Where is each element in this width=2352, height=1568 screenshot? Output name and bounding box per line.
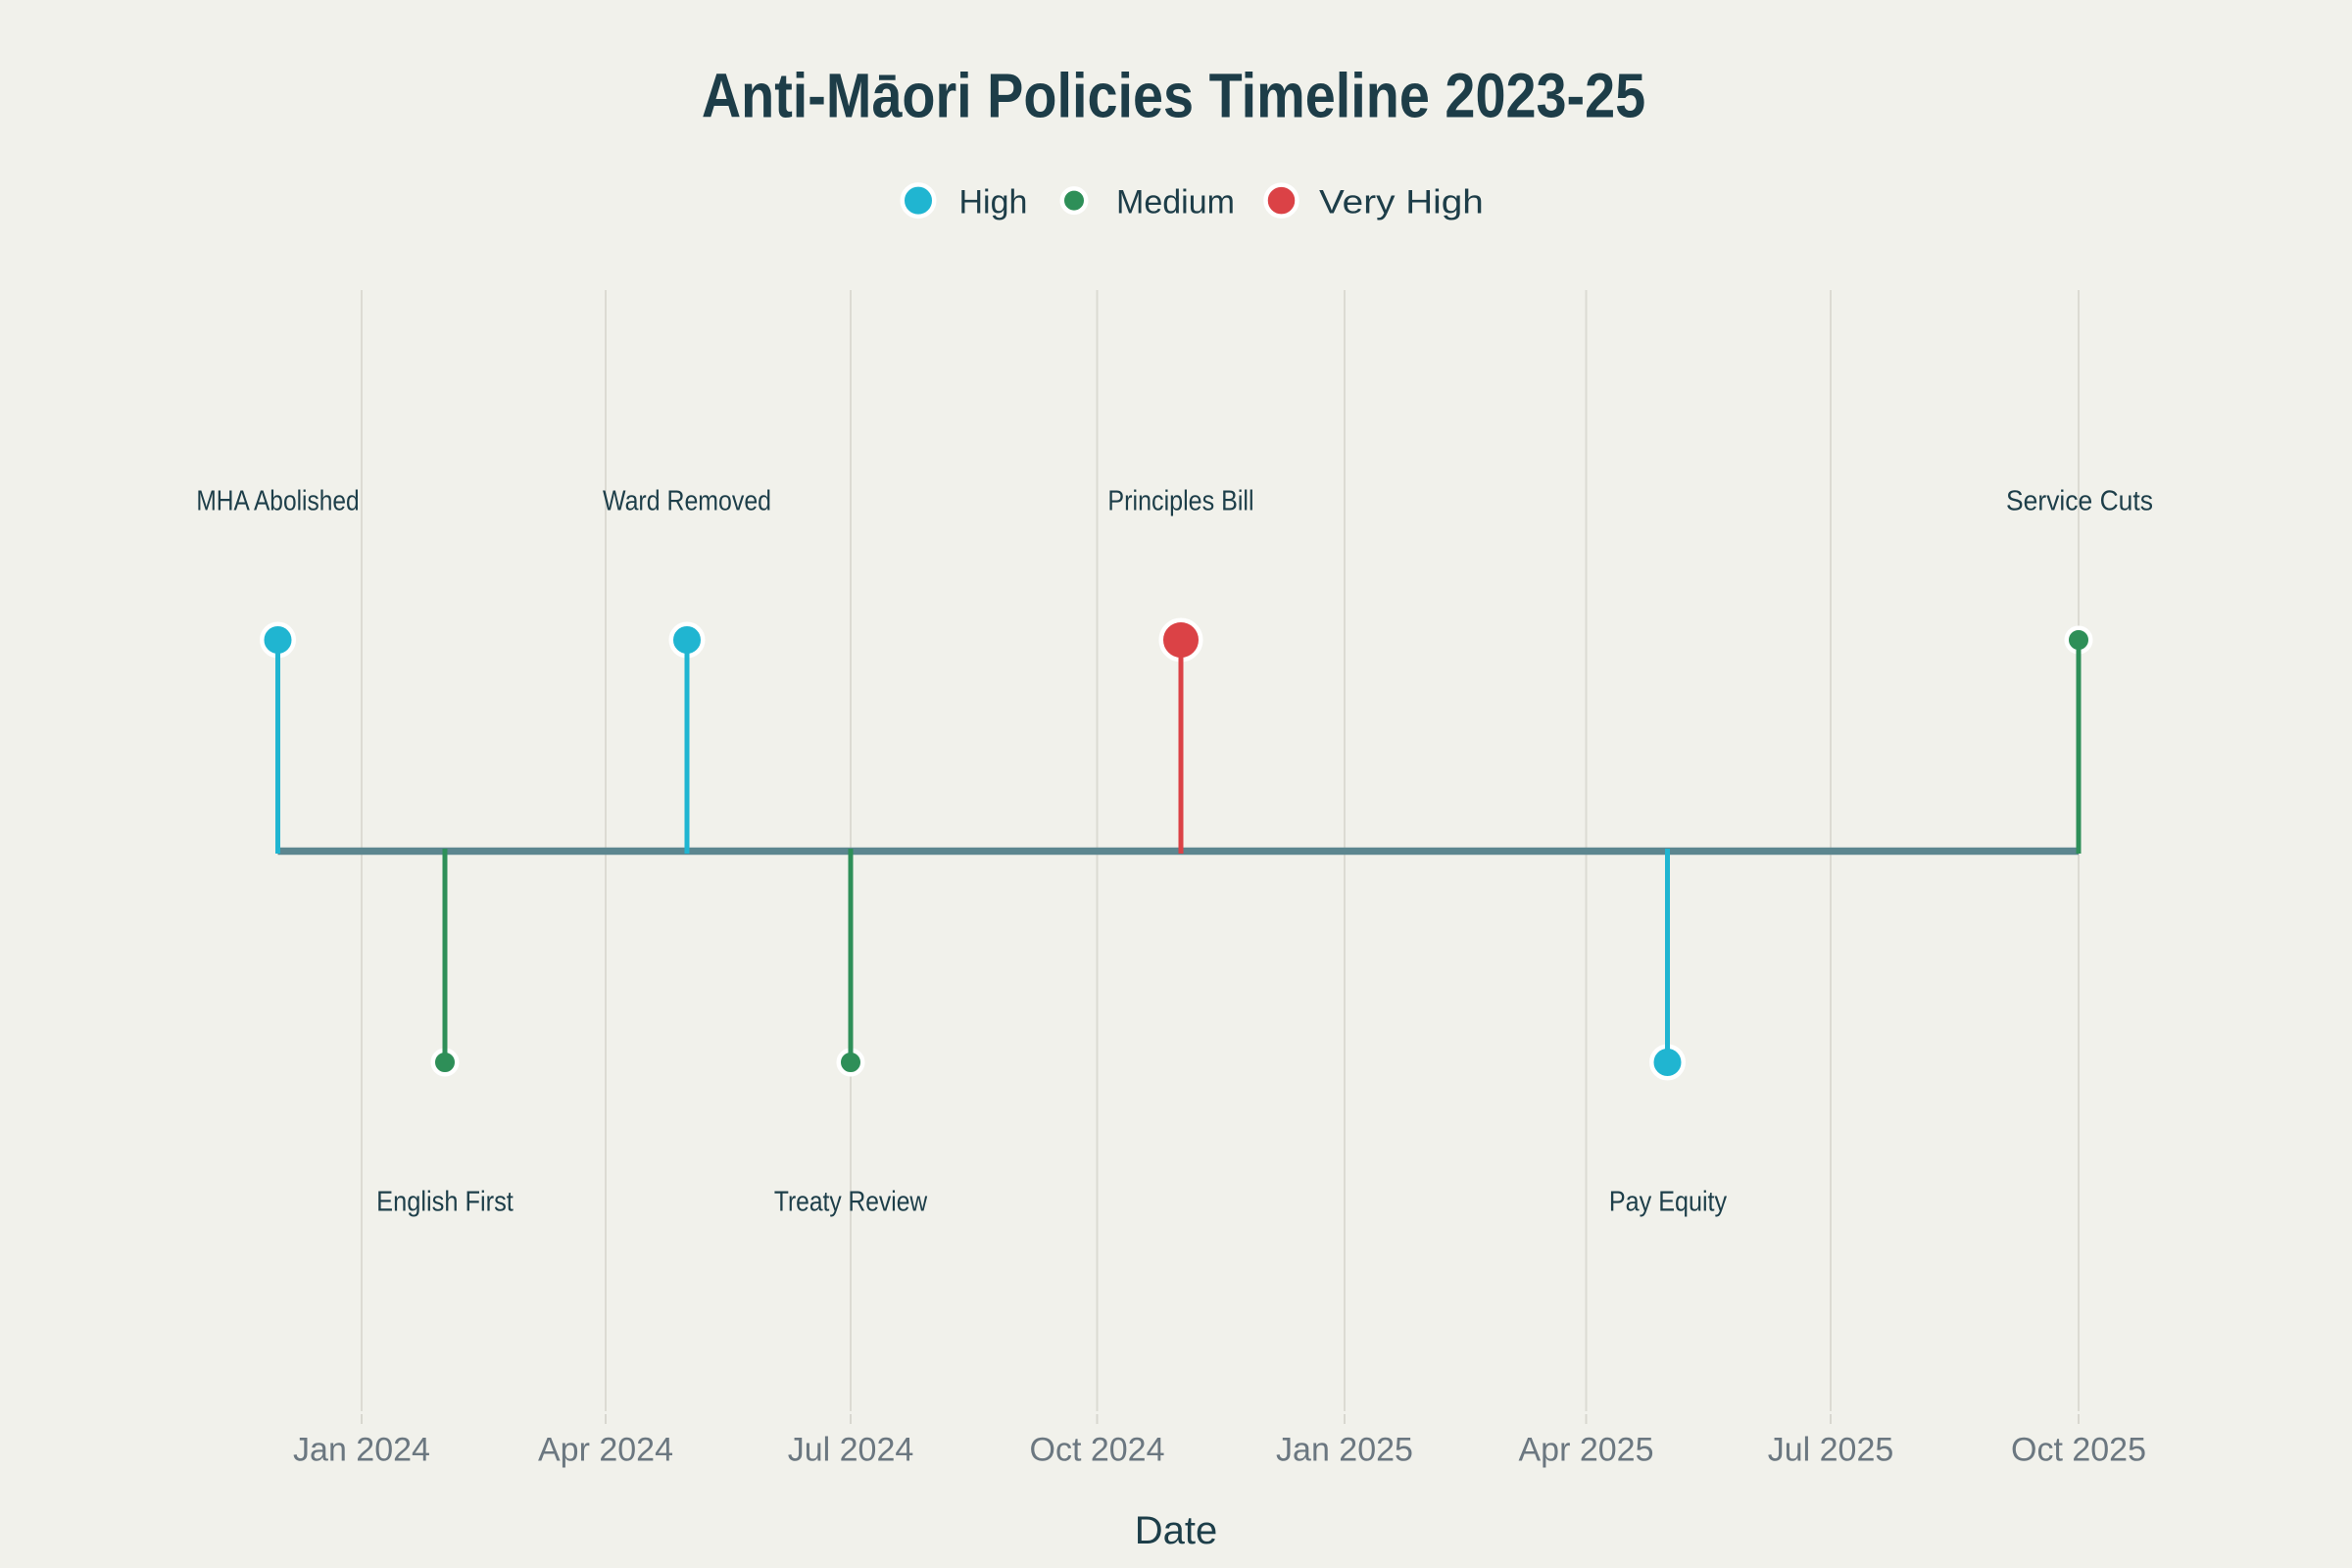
svg-text:Jul 2025: Jul 2025 xyxy=(1768,1432,1894,1469)
svg-text:Principles Bill: Principles Bill xyxy=(1107,484,1253,516)
svg-text:High: High xyxy=(959,184,1028,221)
svg-text:Service Cuts: Service Cuts xyxy=(2006,484,2153,515)
svg-text:MHA Abolished: MHA Abolished xyxy=(196,485,359,516)
svg-text:Oct 2025: Oct 2025 xyxy=(2011,1432,2146,1469)
svg-text:Very High: Very High xyxy=(1319,183,1484,220)
svg-text:Anti-Māori Policies Timeline 2: Anti-Māori Policies Timeline 2023-25 xyxy=(702,61,1645,130)
svg-text:Apr 2024: Apr 2024 xyxy=(538,1432,673,1469)
svg-text:Oct 2024: Oct 2024 xyxy=(1030,1432,1165,1469)
svg-text:Date: Date xyxy=(1135,1509,1218,1552)
svg-text:Treaty Review: Treaty Review xyxy=(774,1186,928,1217)
svg-text:Medium: Medium xyxy=(1116,184,1235,221)
svg-text:Ward Removed: Ward Removed xyxy=(603,485,771,516)
svg-text:Jul 2024: Jul 2024 xyxy=(788,1432,914,1469)
svg-text:Pay Equity: Pay Equity xyxy=(1609,1185,1728,1217)
svg-text:Apr 2025: Apr 2025 xyxy=(1519,1432,1654,1469)
svg-text:English First: English First xyxy=(376,1185,514,1217)
svg-text:Jan 2025: Jan 2025 xyxy=(1276,1432,1413,1469)
svg-text:Jan 2024: Jan 2024 xyxy=(293,1432,430,1469)
